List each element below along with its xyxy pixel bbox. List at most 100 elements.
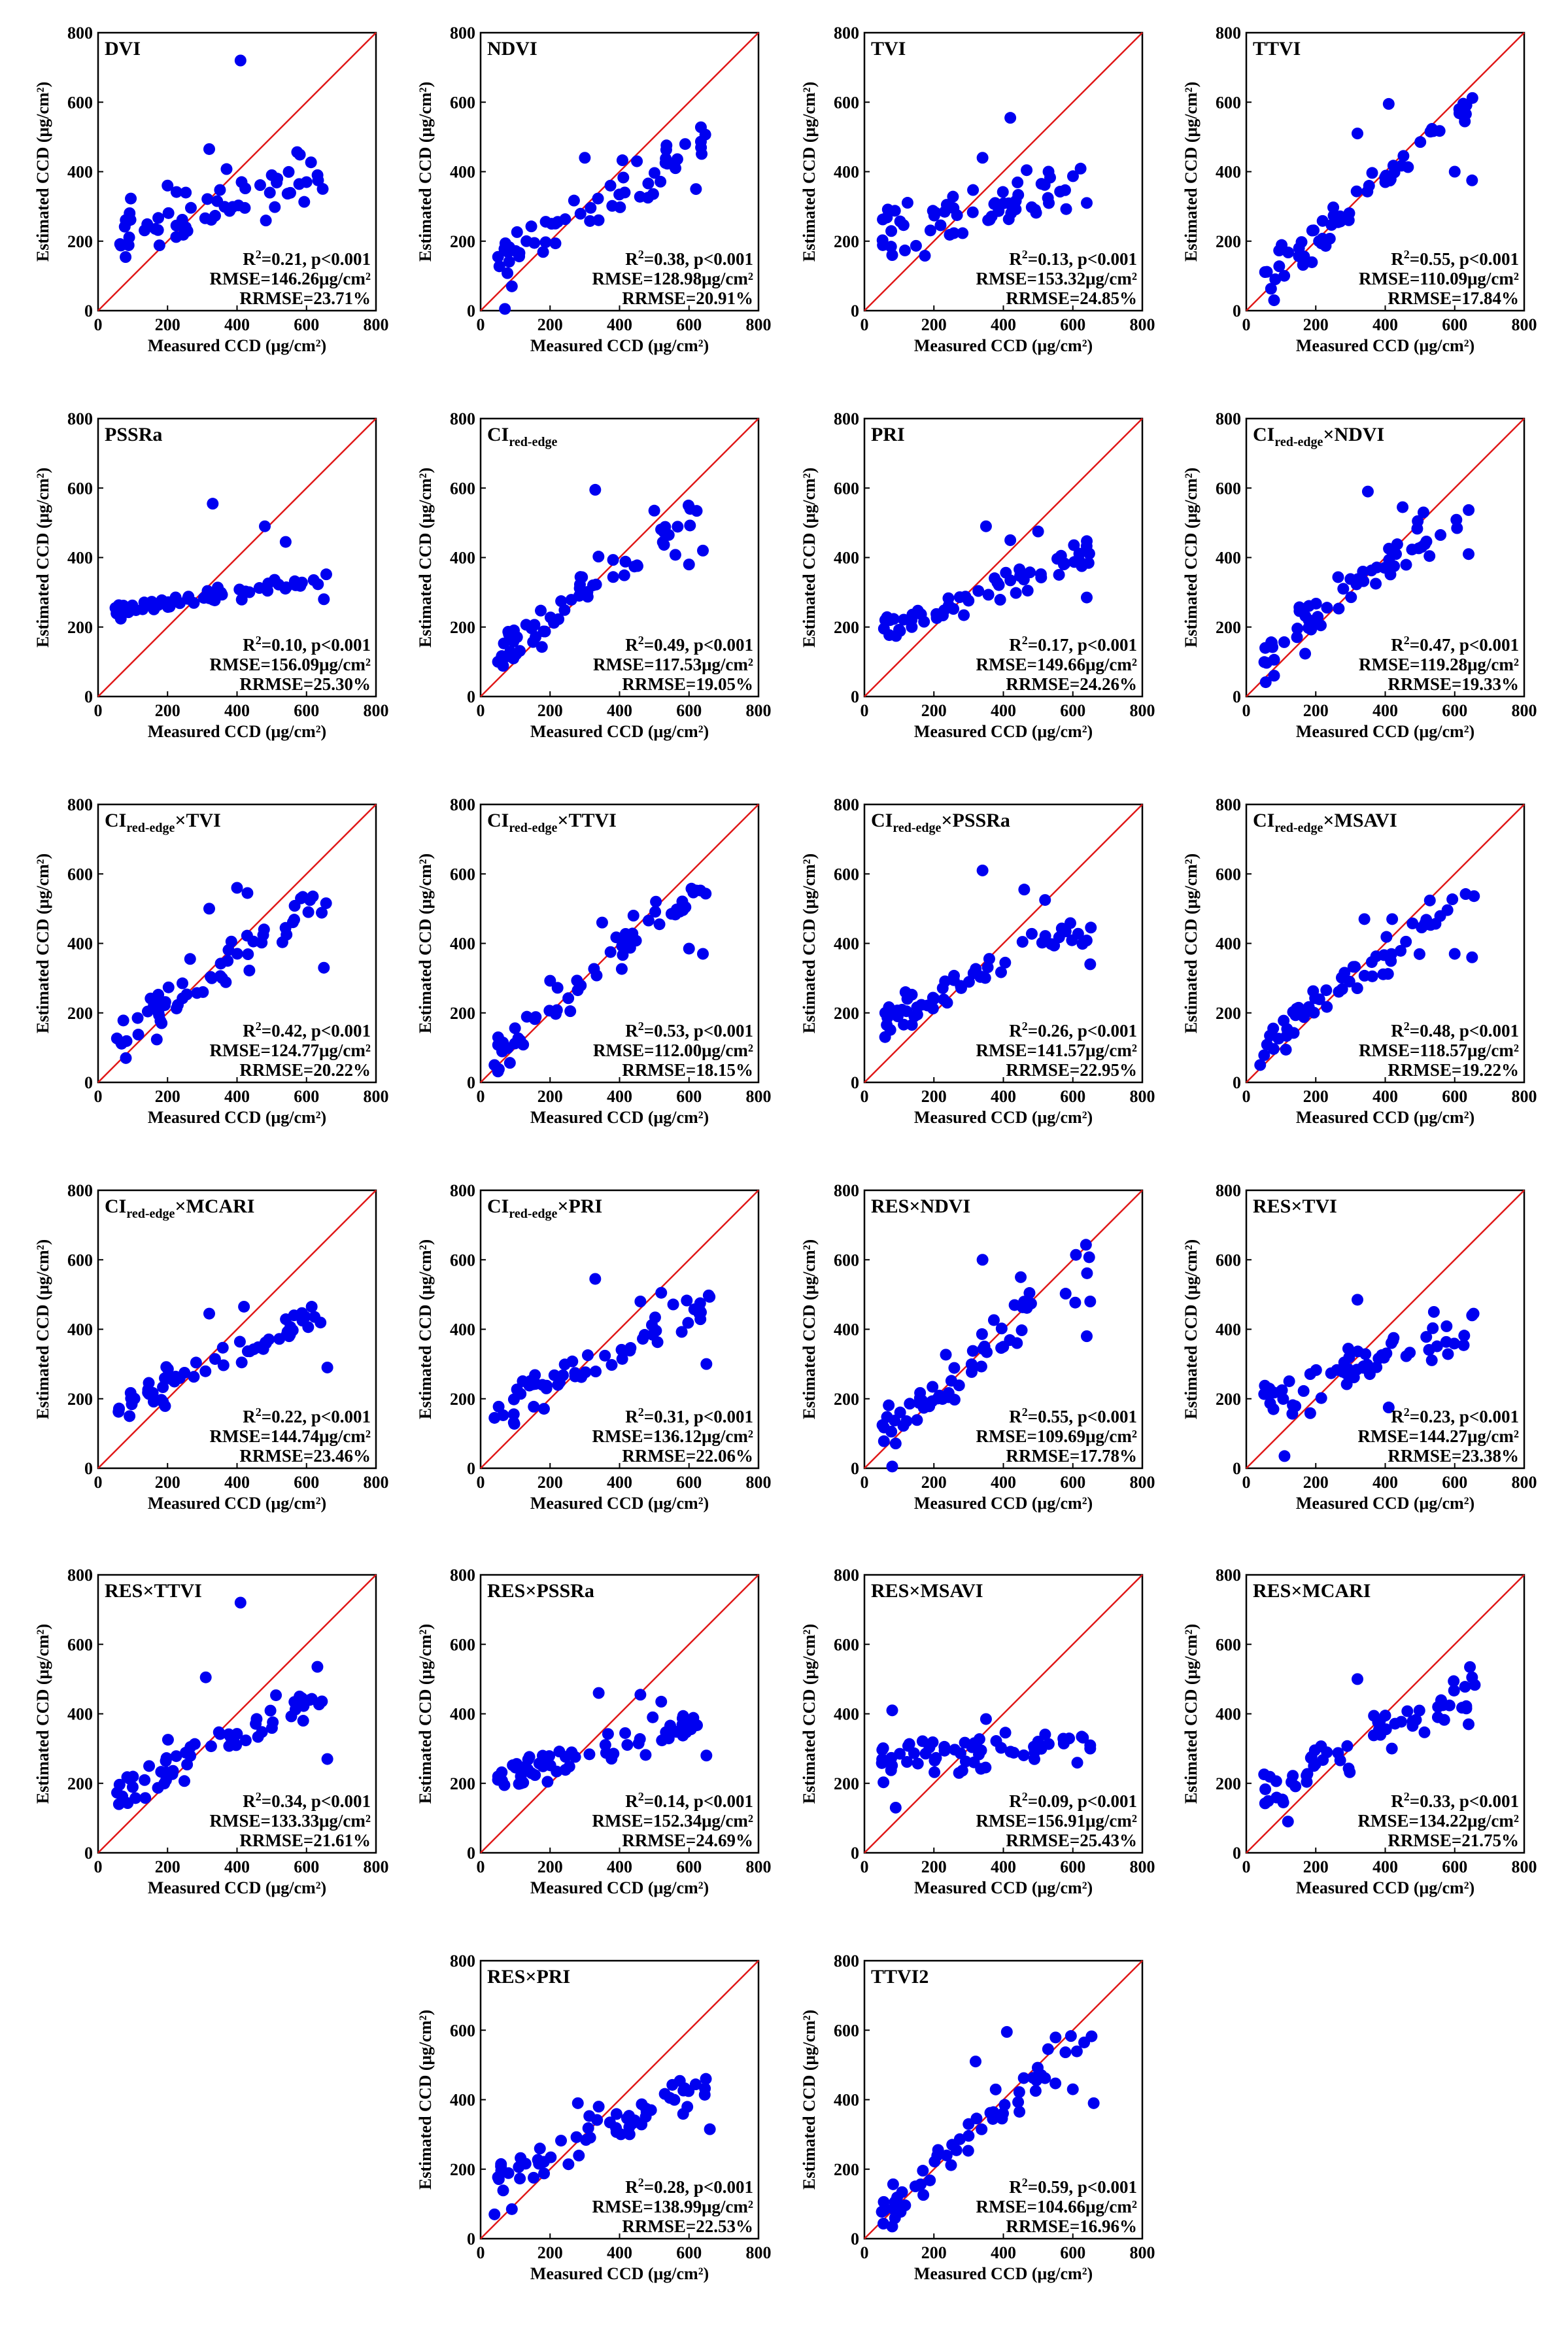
data-point	[927, 1003, 939, 1015]
data-point	[1015, 1324, 1028, 1337]
r2-label: R2=0.09, p<0.001	[1009, 1790, 1137, 1811]
panel-title: RES×PSSRa	[487, 1580, 594, 1602]
data-point	[974, 971, 987, 983]
data-point	[976, 1328, 988, 1340]
data-point	[699, 2082, 711, 2095]
data-point	[184, 1741, 197, 1753]
data-point	[231, 882, 243, 894]
x-tick-label: 200	[1303, 1087, 1329, 1106]
data-point	[1018, 884, 1031, 896]
data-point	[214, 184, 226, 196]
data-point	[1377, 968, 1389, 980]
data-point	[298, 196, 311, 208]
data-point	[160, 1361, 173, 1373]
data-point	[157, 1381, 169, 1394]
data-point	[995, 966, 1007, 978]
data-point	[1277, 1796, 1289, 1808]
rmse-label: RMSE=117.53μg/cm²	[593, 655, 753, 674]
data-point	[1053, 568, 1065, 581]
y-tick-label: 600	[1216, 93, 1241, 112]
x-tick-label: 200	[537, 315, 563, 334]
x-tick-label: 200	[921, 701, 947, 720]
data-point	[1308, 1007, 1320, 1019]
y-tick-label: 0	[467, 2230, 475, 2248]
x-axis-label: Measured CCD (μg/cm²)	[148, 1878, 326, 1897]
y-tick-label: 0	[84, 301, 93, 320]
data-point	[1267, 1042, 1280, 1055]
y-tick-label: 0	[1233, 687, 1241, 706]
data-point	[1387, 1334, 1399, 1347]
y-tick-label: 200	[67, 232, 93, 251]
data-point	[966, 1345, 979, 1357]
data-point	[963, 2118, 975, 2130]
data-point	[273, 1333, 286, 1345]
data-point	[1265, 283, 1277, 295]
data-point	[616, 154, 628, 167]
data-point	[170, 1750, 182, 1763]
data-point	[911, 1414, 923, 1426]
data-point	[233, 1335, 246, 1348]
data-point	[121, 1771, 133, 1783]
data-point	[1042, 2043, 1054, 2056]
data-point	[1065, 2030, 1077, 2042]
data-point	[241, 1345, 254, 1358]
y-tick-label: 400	[1216, 549, 1241, 568]
data-point	[1361, 185, 1374, 198]
data-point	[1316, 215, 1329, 227]
rmse-label: RMSE=124.77μg/cm²	[209, 1041, 371, 1060]
data-point	[704, 2123, 716, 2135]
data-point	[879, 1031, 891, 1043]
data-point	[1031, 2074, 1043, 2086]
data-point	[551, 982, 564, 994]
data-point	[878, 2196, 890, 2208]
data-point	[911, 1008, 923, 1021]
x-tick-label: 600	[294, 1857, 319, 1876]
data-point	[592, 1687, 605, 1699]
scatter-panel: 00 200 200 400 400 600 600 800 800 CIred-edge R2=0…	[416, 409, 772, 741]
data-point	[498, 637, 510, 649]
x-tick-label: 0	[94, 1473, 103, 1492]
data-point	[281, 929, 293, 941]
data-point	[1400, 559, 1412, 571]
data-point	[1024, 566, 1036, 579]
data-point	[1057, 1737, 1070, 1749]
data-point	[511, 1383, 523, 1396]
data-point	[529, 1769, 541, 1782]
data-point	[1298, 1011, 1310, 1024]
data-point	[1427, 125, 1439, 137]
data-point	[1307, 985, 1320, 997]
y-tick-label: 200	[1216, 1774, 1241, 1793]
data-point	[312, 174, 324, 186]
data-point	[190, 1356, 202, 1369]
data-point	[891, 1004, 904, 1016]
data-point	[1345, 591, 1357, 604]
data-point	[197, 986, 209, 998]
data-point	[613, 188, 626, 201]
data-point	[541, 1776, 554, 1788]
data-point	[1070, 2045, 1083, 2058]
rrmse-label: RRMSE=21.61%	[239, 1831, 371, 1850]
rrmse-label: RRMSE=23.71%	[239, 288, 371, 308]
data-point	[685, 882, 698, 895]
data-point	[919, 250, 931, 262]
data-point	[1268, 294, 1280, 307]
x-tick-label: 200	[1303, 701, 1329, 720]
data-point	[297, 1715, 309, 1727]
y-tick-label: 0	[1233, 1459, 1241, 1478]
data-point	[903, 990, 915, 1002]
data-point	[143, 1760, 156, 1772]
x-tick-label: 600	[294, 315, 319, 334]
data-point	[924, 224, 936, 237]
data-point	[152, 212, 165, 224]
data-point	[1395, 1715, 1408, 1728]
y-tick-label: 600	[1216, 1635, 1241, 1654]
data-point	[492, 1065, 504, 1078]
y-tick-label: 200	[834, 1390, 859, 1409]
data-point	[139, 1774, 151, 1786]
data-point	[878, 1435, 890, 1447]
y-tick-label: 800	[834, 1952, 859, 1971]
data-point	[1347, 961, 1359, 973]
data-point	[555, 595, 568, 608]
data-point	[924, 2174, 936, 2186]
data-point	[607, 571, 619, 583]
